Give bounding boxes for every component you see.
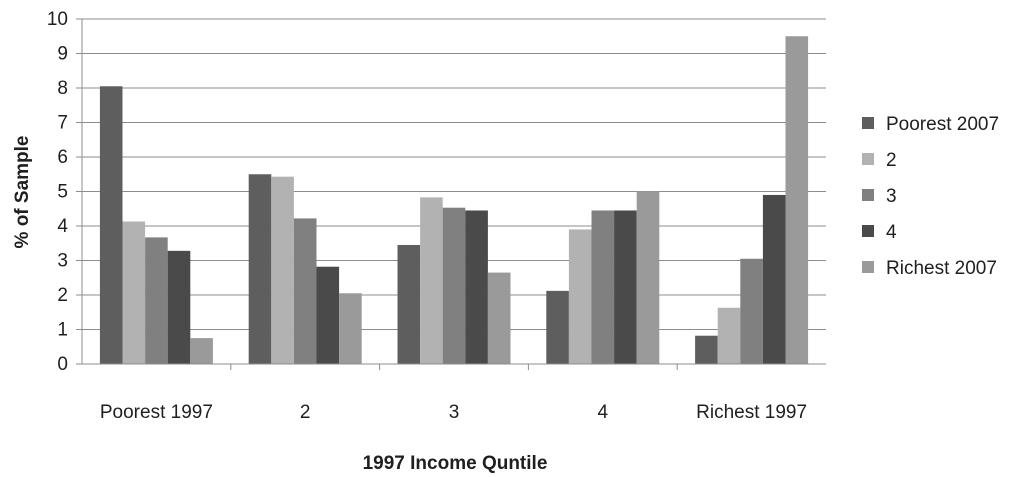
bar [762, 194, 786, 364]
bar [248, 174, 272, 364]
bar [316, 266, 340, 364]
bar [636, 191, 660, 364]
bar [167, 250, 191, 364]
legend-swatch [862, 261, 874, 273]
bar [442, 207, 466, 364]
bar [785, 36, 809, 364]
bar [122, 221, 146, 364]
x-tick-label: 3 [449, 402, 460, 423]
bar [695, 335, 718, 364]
bar [546, 290, 569, 364]
bar [614, 210, 637, 364]
y-tick-label: 10 [47, 9, 68, 30]
bar [99, 86, 123, 365]
bar [271, 176, 294, 364]
bar [293, 218, 317, 364]
bar [568, 229, 592, 364]
y-tick-label: 2 [57, 285, 68, 306]
y-tick-label: 7 [57, 113, 68, 134]
y-tick-label: 4 [57, 216, 68, 237]
legend-label: 2 [886, 150, 897, 171]
x-tick-label: 4 [598, 402, 609, 423]
x-axis-ticks: Poorest 1997 2 3 4 Richest 1997 [100, 364, 807, 423]
y-tick-label: 1 [57, 320, 68, 341]
legend-label: Poorest 2007 [886, 114, 999, 135]
y-axis-title: % of Sample [12, 136, 33, 249]
y-axis-ticks: 0 1 2 3 4 5 6 7 8 9 10 [47, 9, 82, 375]
bars [99, 36, 809, 365]
y-tick-label: 3 [57, 251, 68, 272]
y-tick-label: 6 [57, 147, 68, 168]
x-tick-label: Richest 1997 [696, 402, 807, 423]
legend-label: 3 [886, 186, 897, 207]
x-axis-title: 1997 Income Quntile [363, 453, 548, 474]
bar [465, 210, 488, 364]
bar [740, 258, 763, 364]
y-tick-label: 9 [57, 44, 68, 65]
bar [420, 197, 443, 364]
legend-swatch [862, 189, 874, 201]
bar [717, 307, 741, 364]
y-tick-label: 8 [57, 78, 68, 99]
bar [145, 237, 168, 364]
legend-label: Richest 2007 [886, 258, 997, 279]
legend-swatch [862, 153, 874, 165]
y-tick-label: 0 [57, 354, 68, 375]
x-tick-label: Poorest 1997 [100, 402, 213, 423]
bar [591, 210, 615, 364]
gridlines [81, 18, 826, 364]
bar [339, 293, 362, 364]
bar [397, 244, 421, 364]
legend: Poorest 2007 2 3 4 Richest 2007 [862, 114, 999, 279]
y-tick-label: 5 [57, 182, 68, 203]
legend-swatch [862, 225, 874, 237]
bar [190, 338, 213, 364]
legend-label: 4 [886, 222, 897, 243]
x-tick-label: 2 [300, 402, 311, 423]
legend-swatch [862, 117, 874, 129]
bar [487, 272, 511, 364]
